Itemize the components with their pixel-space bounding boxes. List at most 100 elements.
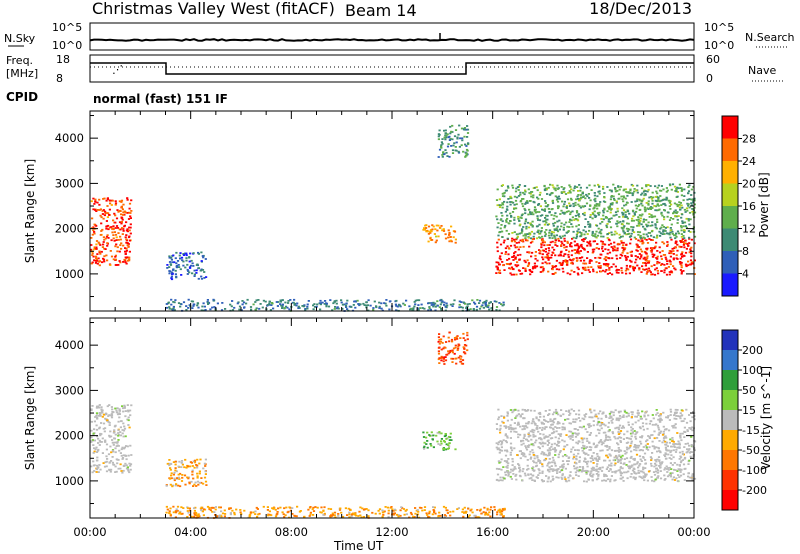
heatmap-cell	[193, 507, 196, 510]
heatmap-cell	[568, 430, 571, 433]
heatmap-cell	[602, 423, 606, 426]
heatmap-cell	[526, 200, 529, 202]
heatmap-cell	[90, 420, 93, 423]
heatmap-cell	[514, 467, 517, 470]
heatmap-cell	[216, 302, 219, 305]
heatmap-cell	[464, 339, 467, 342]
heatmap-cell	[639, 248, 642, 251]
heatmap-cell	[322, 510, 325, 512]
heatmap-cell	[657, 196, 660, 199]
heatmap-cell	[378, 512, 381, 515]
heatmap-cell	[584, 461, 587, 463]
heatmap-cell	[592, 452, 595, 454]
heatmap-cell	[523, 427, 526, 429]
heatmap-cell	[124, 415, 127, 418]
heatmap-cell	[605, 269, 608, 271]
heatmap-cell	[596, 203, 599, 206]
heatmap-cell	[639, 220, 642, 222]
heatmap-cell	[627, 268, 630, 271]
heatmap-cell	[281, 511, 284, 514]
heatmap-cell	[521, 228, 524, 231]
heatmap-cell	[619, 472, 622, 474]
heatmap-cell	[335, 302, 338, 305]
heatmap-cell	[606, 210, 609, 213]
heatmap-cell	[565, 455, 568, 457]
heatmap-cell	[621, 425, 625, 428]
heatmap-cell	[591, 455, 594, 457]
heatmap-cell	[473, 301, 476, 304]
heatmap-cell	[619, 441, 622, 443]
heatmap-cell	[541, 266, 544, 268]
heatmap-cell	[588, 197, 591, 199]
heatmap-cell	[109, 430, 112, 433]
heatmap-cell	[514, 190, 518, 193]
heatmap-cell	[561, 200, 564, 203]
heatmap-cell	[674, 246, 677, 249]
heatmap-cell	[689, 218, 692, 221]
heatmap-cell	[670, 458, 673, 460]
heatmap-cell	[553, 431, 556, 433]
heatmap-cell	[651, 224, 654, 227]
heatmap-cell	[169, 507, 172, 510]
heatmap-cell	[662, 411, 665, 414]
heatmap-cell	[594, 216, 597, 218]
heatmap-cell	[445, 443, 448, 446]
heatmap-cell	[437, 156, 440, 158]
heatmap-cell	[649, 247, 653, 249]
heatmap-cell	[671, 230, 674, 233]
heatmap-cell	[622, 241, 625, 244]
heatmap-cell	[553, 469, 556, 472]
heatmap-cell	[262, 299, 265, 302]
heatmap-cell	[678, 464, 681, 466]
heatmap-cell	[372, 308, 375, 311]
heatmap-cell	[97, 471, 100, 473]
heatmap-cell	[602, 269, 605, 272]
heatmap-cell	[120, 216, 123, 219]
heatmap-cell	[445, 134, 448, 137]
heatmap-cell	[117, 232, 120, 234]
heatmap-cell	[270, 514, 273, 517]
heatmap-cell	[568, 250, 571, 253]
heatmap-cell	[575, 218, 578, 220]
heatmap-cell	[523, 259, 526, 262]
heatmap-cell	[598, 231, 601, 234]
heatmap-cell	[198, 470, 201, 473]
heatmap-cell	[123, 225, 126, 228]
heatmap-cell	[91, 254, 94, 256]
heatmap-cell	[428, 434, 431, 436]
heatmap-cell	[474, 302, 477, 305]
heatmap-cell	[617, 437, 620, 440]
heatmap-cell	[621, 198, 624, 201]
heatmap-cell	[548, 211, 551, 213]
heatmap-cell	[651, 452, 654, 454]
heatmap-cell	[578, 246, 581, 248]
heatmap-cell	[680, 253, 683, 256]
heatmap-cell	[197, 277, 200, 280]
heatmap-cell	[625, 259, 628, 261]
heatmap-cell	[447, 236, 450, 239]
heatmap-cell	[412, 307, 415, 310]
heatmap-cell	[597, 256, 600, 259]
heatmap-cell	[507, 458, 510, 460]
heatmap-cell	[248, 515, 251, 518]
heatmap-cell	[367, 299, 370, 302]
heatmap-cell	[526, 233, 529, 235]
heatmap-cell	[632, 267, 635, 270]
heatmap-cell	[602, 214, 605, 217]
heatmap-cell	[600, 441, 603, 443]
heatmap-cell	[690, 202, 693, 205]
heatmap-cell	[607, 248, 610, 251]
heatmap-cell	[563, 426, 566, 429]
heatmap-cell	[92, 248, 96, 251]
heatmap-cell	[660, 185, 663, 187]
heatmap-cell	[129, 464, 132, 467]
heatmap-cell	[114, 227, 117, 229]
heatmap-cell	[507, 198, 510, 200]
heatmap-cell	[676, 249, 679, 252]
heatmap-cell	[686, 430, 689, 432]
heatmap-cell	[685, 247, 688, 250]
heatmap-cell	[666, 245, 669, 247]
heatmap-cell	[654, 205, 658, 208]
heatmap-cell	[566, 242, 569, 244]
heatmap-cell	[628, 192, 632, 194]
